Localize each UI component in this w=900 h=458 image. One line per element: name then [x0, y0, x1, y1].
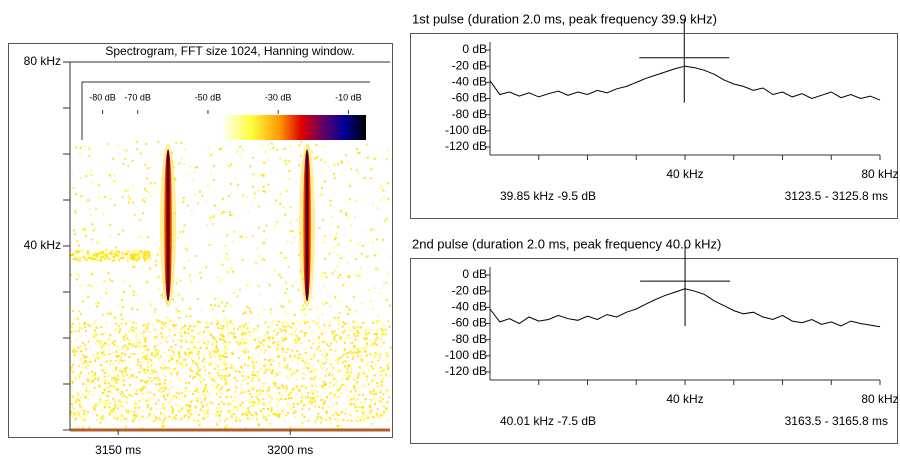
- y-tick-label: -40 dB: [452, 75, 487, 89]
- x-tick-label: 80 kHz: [861, 392, 898, 406]
- y-tick-label: -80 dB: [452, 332, 487, 346]
- noise: [70, 145, 391, 432]
- colorbar: [222, 115, 366, 140]
- x-tick-label: 40 kHz: [666, 167, 703, 181]
- y-tick-label: -60 dB: [452, 316, 487, 330]
- colorbar-tick-label: -50 dB: [195, 92, 222, 102]
- y-tick-label: 80 kHz: [24, 54, 61, 68]
- x-tick-label: 80 kHz: [861, 167, 898, 181]
- y-tick-label: -20 dB: [452, 58, 487, 72]
- panel-title: 2nd pulse (duration 2.0 ms, peak frequen…: [412, 236, 721, 251]
- spectrum-frame: [410, 258, 898, 444]
- pulse: [164, 149, 173, 302]
- readout: 39.85 kHz -9.5 dB: [500, 189, 596, 203]
- readout: 40.01 kHz -7.5 dB: [500, 414, 596, 428]
- noise: [70, 143, 392, 432]
- x-tick-label: 3200 ms: [267, 443, 313, 457]
- y-tick-label: 40 kHz: [24, 238, 61, 252]
- colorbar-tick-label: -30 dB: [265, 92, 292, 102]
- y-tick-label: -120 dB: [445, 364, 487, 378]
- colorbar-tick-label: -70 dB: [124, 92, 151, 102]
- y-tick-label: -20 dB: [452, 283, 487, 297]
- y-tick-label: -60 dB: [452, 91, 487, 105]
- y-tick-label: -100 dB: [445, 123, 487, 137]
- y-tick-label: 0 dB: [462, 42, 487, 56]
- spectrum-line: [489, 65, 881, 101]
- y-tick-label: -100 dB: [445, 348, 487, 362]
- time-range: 3123.5 - 3125.8 ms: [785, 189, 888, 203]
- y-tick-label: -80 dB: [452, 107, 487, 121]
- time-range: 3163.5 - 3165.8 ms: [785, 414, 888, 428]
- x-tick-label: 3150 ms: [95, 443, 141, 457]
- colorbar-tick-label: -80 dB: [89, 92, 116, 102]
- colorbar-frame: [81, 81, 370, 140]
- spectrum-frame: [410, 33, 898, 219]
- spectrogram-title: Spectrogram, FFT size 1024, Hanning wind…: [105, 44, 354, 58]
- y-tick-label: 0 dB: [462, 267, 487, 281]
- y-tick-label: -40 dB: [452, 300, 487, 314]
- panel-title: 1st pulse (duration 2.0 ms, peak frequen…: [412, 11, 717, 26]
- y-tick-label: -120 dB: [445, 139, 487, 153]
- x-tick-label: 40 kHz: [666, 392, 703, 406]
- pulse: [303, 149, 312, 302]
- colorbar-tick-label: -10 dB: [335, 92, 362, 102]
